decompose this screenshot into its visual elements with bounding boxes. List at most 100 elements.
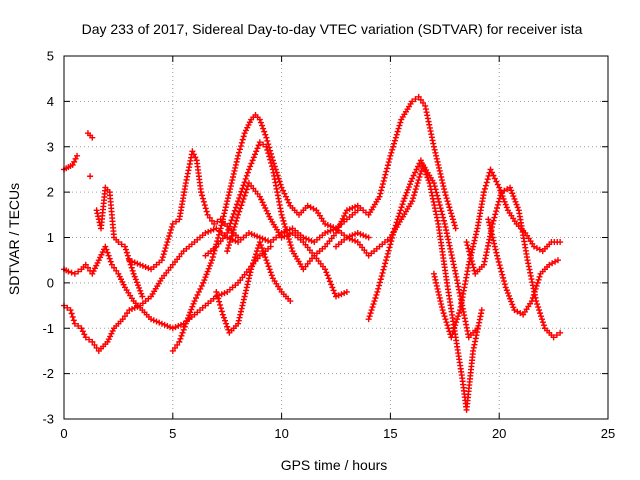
data-point [487, 225, 494, 232]
data-point [228, 232, 235, 239]
data-point [372, 295, 379, 301]
data-point [396, 122, 403, 129]
data-point [383, 257, 390, 264]
data-point [346, 235, 353, 242]
data-point [510, 304, 517, 311]
data-point [115, 239, 122, 246]
data-point [268, 159, 275, 166]
data-point [404, 186, 411, 193]
data-point [409, 198, 416, 205]
data-point [131, 273, 138, 280]
data-point [252, 151, 259, 158]
data-point [535, 276, 542, 283]
data-point [390, 228, 397, 235]
data-point [224, 229, 231, 236]
data-point [511, 195, 518, 202]
data-point [487, 166, 494, 173]
data-point [333, 293, 339, 300]
data-point [493, 249, 500, 256]
data-point [352, 203, 359, 210]
data-point [335, 292, 342, 299]
data-point [214, 292, 221, 299]
data-point [159, 254, 166, 261]
data-point [220, 314, 227, 321]
data-point [377, 276, 384, 283]
data-point [237, 191, 244, 198]
data-point [197, 285, 204, 292]
data-point [505, 292, 512, 299]
data-point [262, 205, 269, 212]
data-point [369, 304, 376, 311]
data-point [481, 185, 488, 192]
data-point [259, 122, 266, 129]
data-point [490, 172, 497, 179]
data-point [266, 153, 273, 160]
data-point [122, 246, 129, 253]
data-point [328, 281, 335, 288]
data-point [415, 93, 422, 100]
data-point [72, 155, 79, 162]
data-point [229, 177, 236, 184]
data-point [225, 245, 232, 252]
data-point [472, 234, 479, 241]
data-point [452, 322, 459, 329]
data-point [494, 255, 501, 262]
series-track-c [61, 152, 81, 173]
data-point [182, 320, 189, 327]
data-point [124, 310, 131, 317]
data-point [417, 170, 424, 177]
data-point [439, 180, 446, 187]
data-point [376, 282, 383, 289]
data-point [86, 336, 93, 343]
data-point [464, 242, 471, 249]
data-point [330, 224, 337, 231]
data-point [133, 279, 140, 286]
data-point [89, 134, 96, 141]
data-point [352, 237, 359, 244]
data-point [102, 243, 109, 250]
data-point [438, 177, 445, 184]
data-point [210, 226, 217, 233]
data-point [448, 210, 455, 217]
data-point [450, 328, 457, 335]
data-point [391, 140, 398, 147]
data-point [261, 251, 268, 258]
data-point [467, 251, 474, 258]
data-point [440, 214, 447, 221]
data-point [393, 219, 400, 226]
data-point [230, 210, 237, 217]
data-point [177, 335, 184, 342]
data-point [418, 160, 425, 167]
data-point [339, 215, 346, 222]
data-point [438, 174, 445, 180]
data-point [553, 332, 560, 339]
data-point [219, 311, 226, 318]
data-point [442, 192, 449, 199]
data-point [175, 322, 182, 329]
data-point [248, 266, 255, 273]
data-point [470, 240, 477, 247]
data-point [383, 254, 390, 261]
data-point [455, 313, 462, 320]
data-point [471, 237, 478, 244]
data-point [376, 193, 383, 200]
data-point [508, 187, 515, 194]
data-point [502, 201, 509, 208]
data-point [498, 268, 505, 275]
data-point [325, 275, 332, 282]
data-point [485, 216, 492, 223]
data-point [207, 260, 214, 267]
data-point [536, 307, 543, 314]
data-point [256, 116, 263, 123]
data-point [409, 175, 416, 182]
data-point [173, 218, 180, 225]
data-point [383, 168, 390, 175]
data-point [486, 219, 493, 226]
data-point [385, 159, 392, 166]
y-tick-label: 0 [47, 275, 54, 290]
data-point [338, 291, 345, 298]
data-point [435, 288, 442, 295]
data-point [202, 274, 209, 281]
data-point [241, 192, 248, 199]
data-point [246, 272, 253, 279]
